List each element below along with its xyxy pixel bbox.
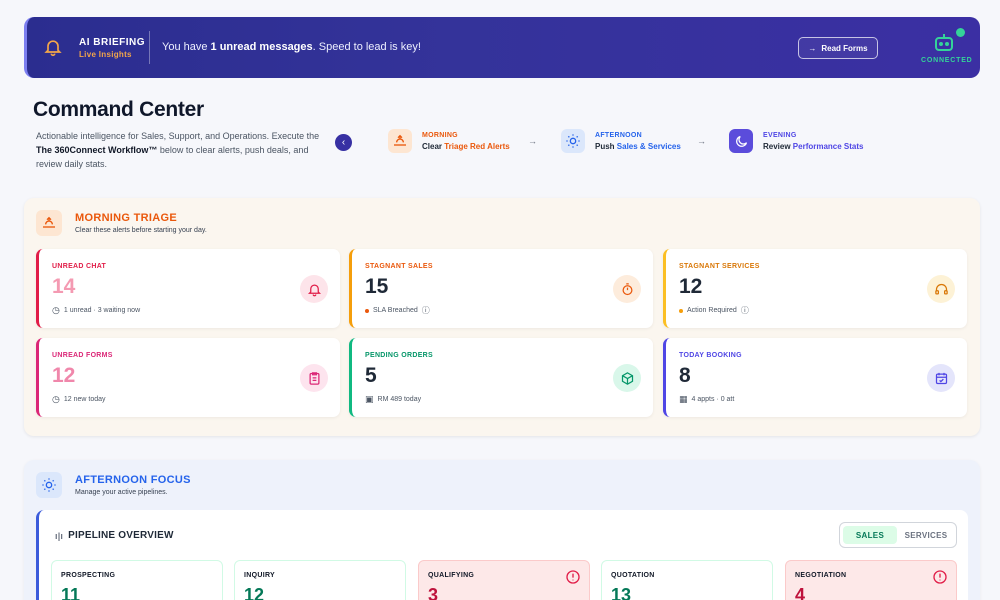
unread-chat-card[interactable]: UNREAD CHAT 14 ◷ 1 unread · 3 waiting now bbox=[36, 249, 340, 328]
workflow-step-evening[interactable]: EVENING Review Performance Stats bbox=[729, 129, 864, 153]
alert-circle-icon bbox=[566, 570, 580, 584]
status-dot bbox=[365, 308, 369, 313]
moon-icon bbox=[729, 129, 753, 153]
stagnant-sales-card[interactable]: STAGNANT SALES 15 SLA Breached ⓘ bbox=[349, 249, 653, 328]
clock-icon: ◷ bbox=[52, 394, 60, 404]
section-title: AFTERNOON FOCUS bbox=[75, 474, 191, 486]
stage-quotation[interactable]: QUOTATION 13 bbox=[601, 560, 773, 600]
sun-icon bbox=[36, 472, 62, 498]
shopping-bag-icon: ▣ bbox=[365, 394, 374, 404]
bell-icon bbox=[44, 40, 62, 57]
pipeline-title: PIPELINE OVERVIEW bbox=[68, 530, 174, 541]
banner-divider bbox=[149, 31, 150, 64]
afternoon-focus-section: AFTERNOON FOCUS Manage your active pipel… bbox=[24, 460, 980, 600]
stage-negotiation[interactable]: NEGOTIATION 4 bbox=[785, 560, 957, 600]
unread-forms-card[interactable]: UNREAD FORMS 12 ◷ 12 new today bbox=[36, 338, 340, 417]
status-dot bbox=[679, 308, 683, 313]
read-forms-button[interactable]: → Read Forms bbox=[798, 37, 878, 59]
today-booking-card[interactable]: TODAY BOOKING 8 ▦ 4 appts · 0 att bbox=[663, 338, 967, 417]
sunrise-icon bbox=[36, 210, 62, 236]
stage-inquiry[interactable]: INQUIRY 12 bbox=[234, 560, 406, 600]
arrow-right-icon: → bbox=[697, 136, 706, 146]
arrow-right-icon: → bbox=[808, 43, 817, 53]
pipeline-overview-panel: ı|ı PIPELINE OVERVIEW SALES SERVICES PROS… bbox=[36, 510, 968, 600]
arrow-right-icon: → bbox=[528, 136, 537, 146]
bar-chart-icon: ı|ı bbox=[55, 530, 64, 541]
morning-triage-section: MORNING TRIAGE Clear these alerts before… bbox=[24, 198, 980, 436]
alert-circle-icon bbox=[933, 570, 947, 584]
sunrise-icon bbox=[388, 129, 412, 153]
package-icon bbox=[613, 364, 641, 392]
info-icon[interactable]: ⓘ bbox=[421, 306, 430, 315]
toggle-services[interactable]: SERVICES bbox=[904, 530, 948, 540]
ai-briefing-banner: AI BRIEFING Live Insights You have 1 unr… bbox=[24, 17, 980, 78]
pipeline-toggle: SALES SERVICES bbox=[839, 522, 957, 548]
section-subtitle: Clear these alerts before starting your … bbox=[75, 227, 207, 234]
banner-message: You have 1 unread messages. Speed to lea… bbox=[162, 41, 421, 53]
stagnant-services-card[interactable]: STAGNANT SERVICES 12 Action Required ⓘ bbox=[663, 249, 967, 328]
page-title: Command Center bbox=[33, 98, 204, 121]
section-subtitle: Manage your active pipelines. bbox=[75, 489, 168, 496]
section-title: MORNING TRIAGE bbox=[75, 212, 177, 224]
headset-icon bbox=[927, 275, 955, 303]
pending-orders-card[interactable]: PENDING ORDERS 5 ▣ RM 489 today bbox=[349, 338, 653, 417]
connection-status: CONNECTED bbox=[921, 57, 973, 64]
chevron-left-icon[interactable]: ‹ bbox=[335, 134, 352, 151]
connected-dot bbox=[956, 28, 965, 37]
stopwatch-icon bbox=[613, 275, 641, 303]
workflow-step-morning[interactable]: MORNING Clear Triage Red Alerts bbox=[388, 129, 510, 153]
workflow-step-afternoon[interactable]: AFTERNOON Push Sales & Services bbox=[561, 129, 681, 153]
sun-icon bbox=[561, 129, 585, 153]
banner-subtitle: Live Insights bbox=[79, 50, 132, 59]
calendar-check-icon bbox=[927, 364, 955, 392]
banner-title: AI BRIEFING bbox=[79, 37, 146, 48]
stage-qualifying[interactable]: QUALIFYING 3 bbox=[418, 560, 590, 600]
calendar-icon: ▦ bbox=[679, 394, 688, 404]
robot-icon bbox=[935, 34, 953, 51]
stage-prospecting[interactable]: PROSPECTING 11 bbox=[51, 560, 223, 600]
clipboard-icon bbox=[300, 364, 328, 392]
bell-icon bbox=[300, 275, 328, 303]
toggle-sales[interactable]: SALES bbox=[843, 526, 897, 544]
info-icon[interactable]: ⓘ bbox=[740, 306, 749, 315]
clock-icon: ◷ bbox=[52, 305, 60, 315]
page-description: Actionable intelligence for Sales, Suppo… bbox=[36, 131, 320, 169]
